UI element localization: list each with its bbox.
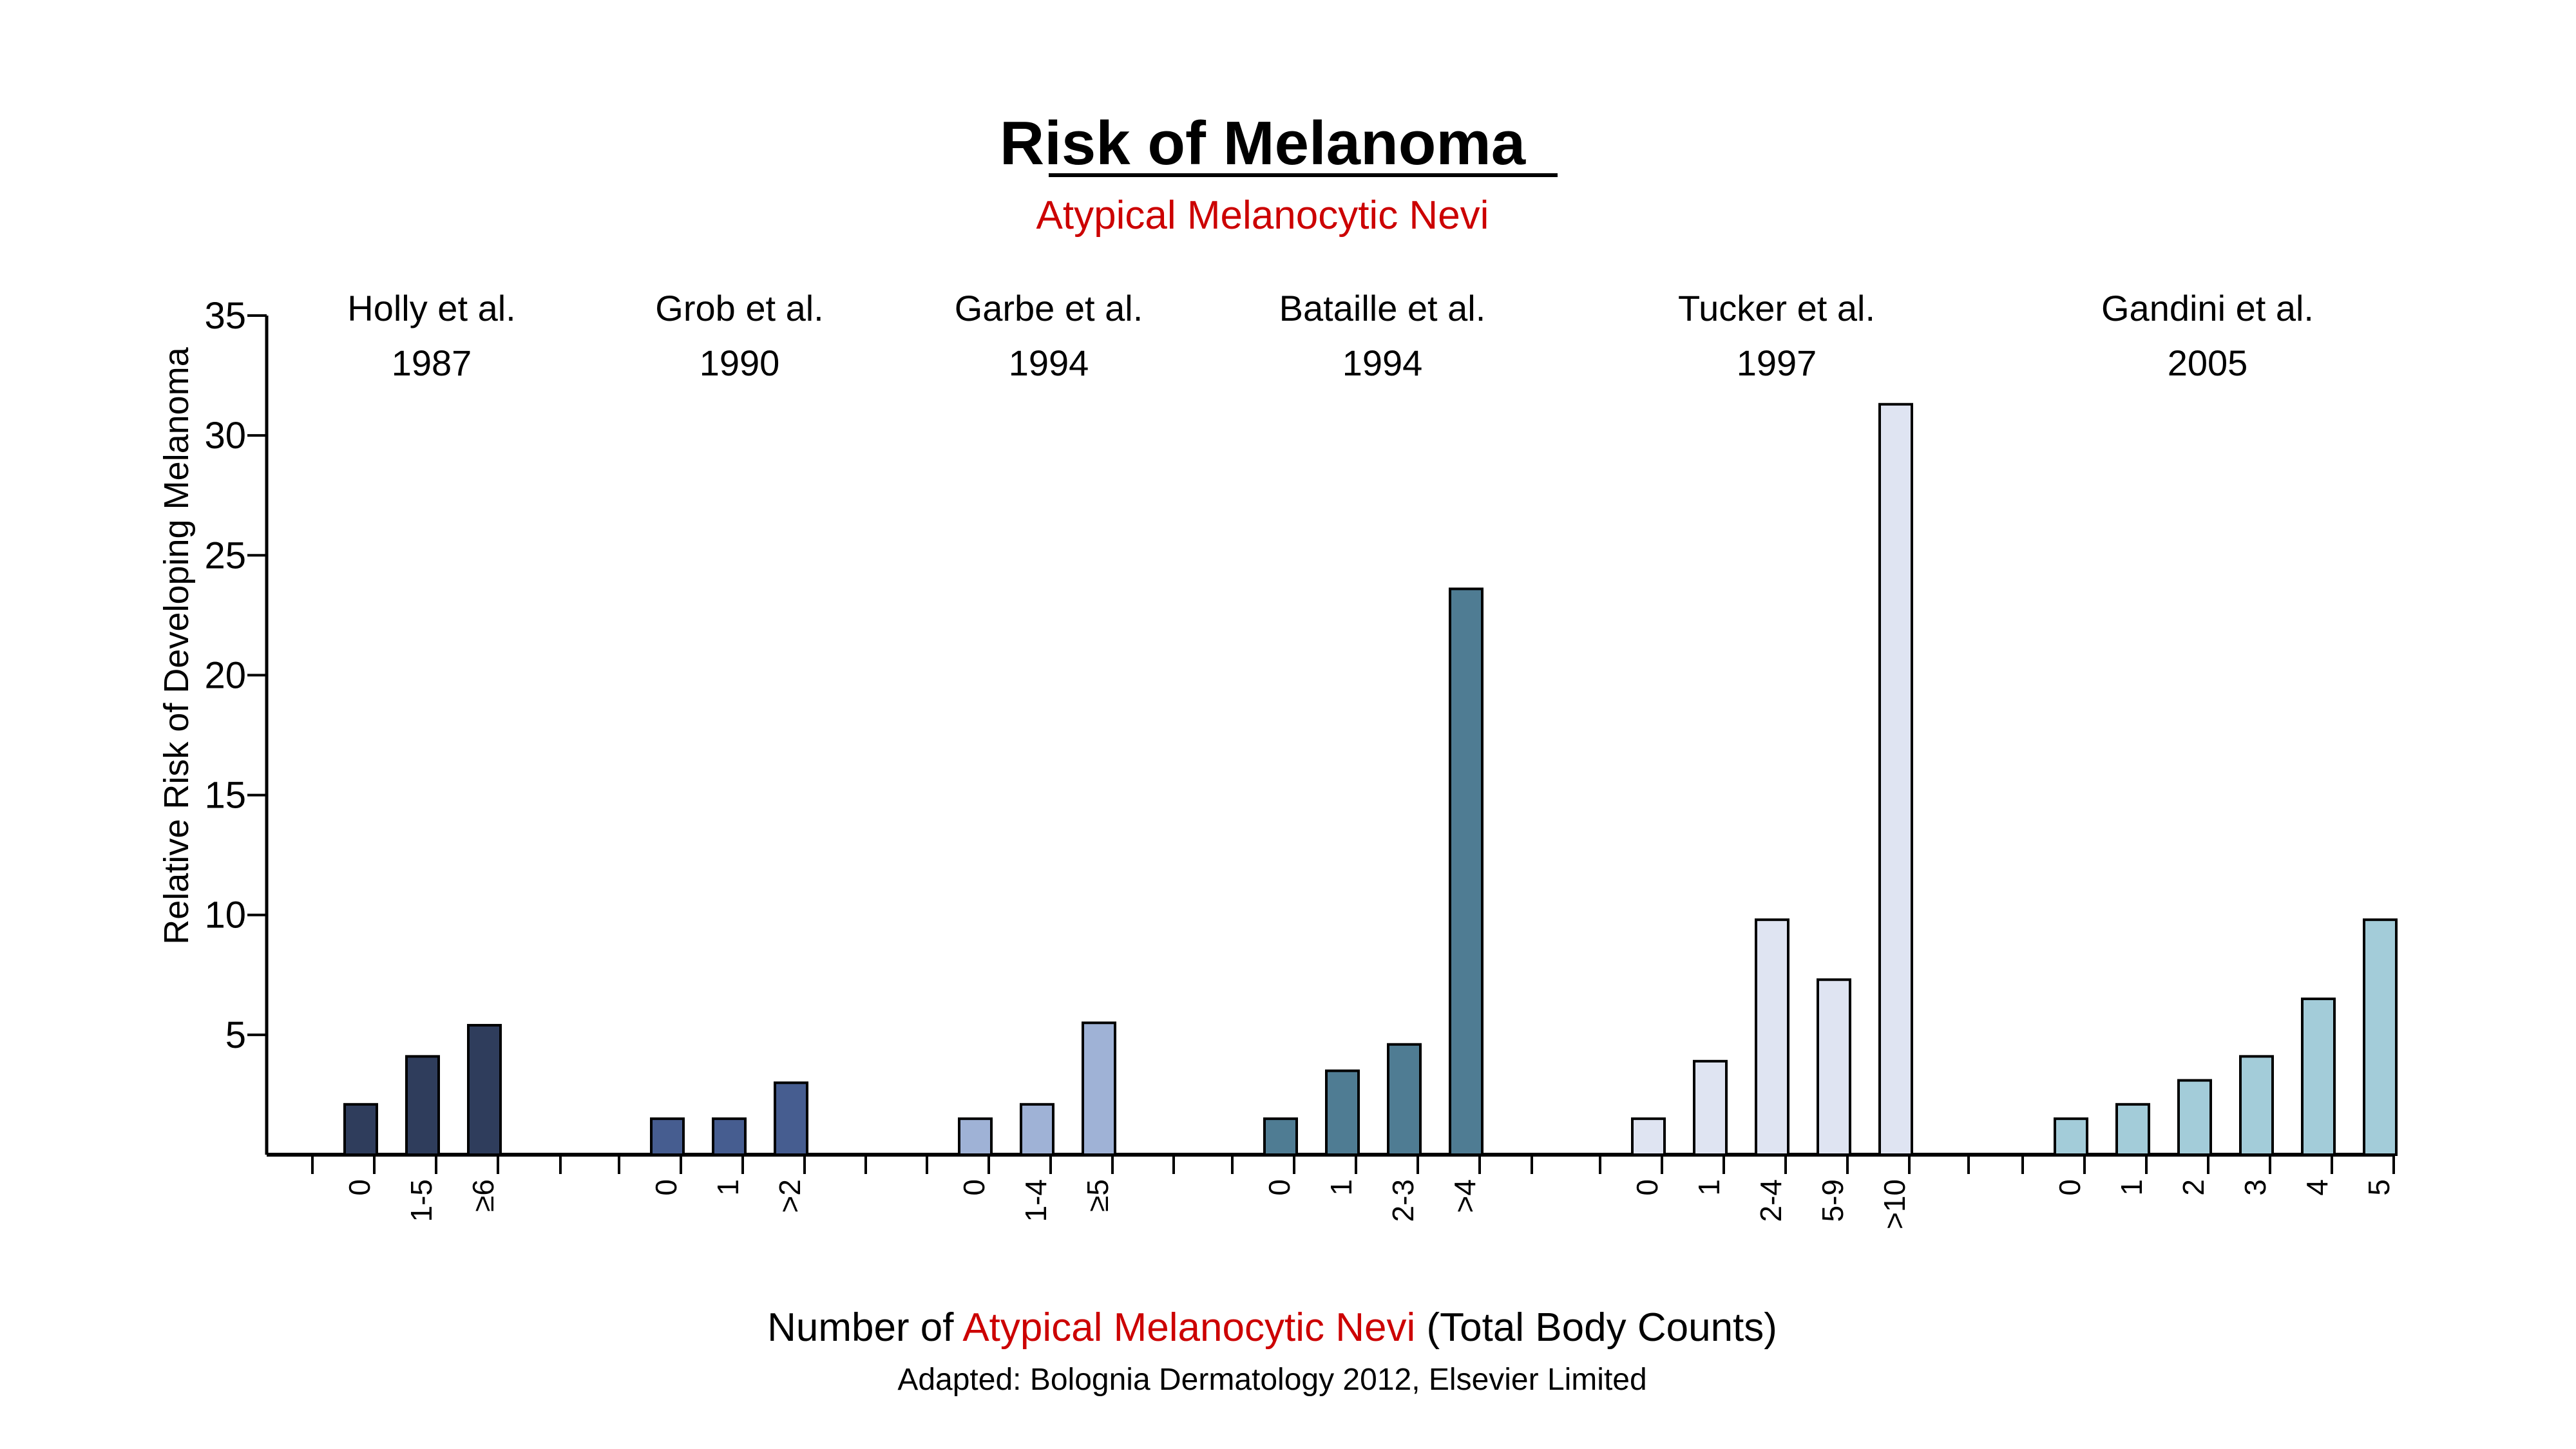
y-tick-label: 25 [204,535,246,576]
x-category-label: 2 [2177,1179,2210,1196]
bar [467,1023,502,1156]
x-category-label: 1-4 [1019,1179,1053,1222]
x-category-label: 1 [1692,1179,1726,1196]
bar [1082,1021,1116,1156]
bar [650,1117,685,1156]
study-name-label: Gandini et al. [2101,288,2314,328]
x-category-label: 0 [343,1179,376,1196]
x-category-label: 2-3 [1386,1179,1420,1222]
x-category-label: >10 [1878,1179,1911,1229]
study-name-label: Garbe et al. [955,288,1143,328]
x-category-label: 4 [2300,1179,2334,1196]
y-tick-label: 30 [204,415,246,457]
bar [1020,1103,1054,1156]
x-category-label: 0 [1263,1179,1296,1196]
study-name-label: Tucker et al. [1678,288,1875,328]
study-name-label: Holly et al. [347,288,515,328]
study-year-label: 1987 [392,343,472,383]
study-year-label: 1994 [1009,343,1089,383]
x-category-label: 1 [2115,1179,2148,1196]
y-tick-label: 15 [204,775,246,817]
x-category-label: 1-5 [405,1179,438,1222]
bar [1693,1059,1728,1157]
bar [2239,1055,2274,1157]
study-name-label: Grob et al. [655,288,823,328]
bar [2115,1103,2150,1156]
x-category-label: 0 [957,1179,991,1196]
x-axis-label-part1: Number of [767,1305,962,1350]
bar [2363,918,2398,1157]
study-year-label: 1994 [1342,343,1423,383]
bar [2177,1079,2212,1156]
bar [1817,978,1851,1157]
x-axis-label-part3: (Total Body Counts) [1415,1305,1777,1350]
x-category-label: 1 [1324,1179,1358,1196]
bar [774,1081,808,1157]
source-note: Adapted: Bolognia Dermatology 2012, Else… [897,1363,1646,1397]
bar [343,1103,378,1156]
bar [1449,587,1484,1156]
x-axis-label: Number of Atypical Melanocytic Nevi (Tot… [767,1305,1777,1350]
x-category-label: 0 [2053,1179,2086,1196]
bar [2054,1117,2088,1156]
y-tick-label: 10 [204,895,246,936]
x-category-label: >2 [773,1179,806,1213]
bar [405,1055,440,1157]
x-category-label: >4 [1448,1179,1482,1213]
x-category-label: 2-4 [1754,1179,1788,1222]
x-category-label: 0 [649,1179,683,1196]
bar [1263,1117,1298,1156]
study-year-label: 2005 [2168,343,2248,383]
study-year-label: 1990 [700,343,780,383]
y-tick-label: 20 [204,654,246,696]
bar [1631,1117,1666,1156]
x-category-label: ≥6 [466,1179,500,1212]
chart-title: Risk of Melanoma [1000,109,1526,178]
x-category-label: 3 [2238,1179,2272,1196]
x-category-label: 5-9 [1816,1179,1849,1222]
chart-subtitle: Atypical Melanocytic Nevi [1036,193,1489,238]
bar [958,1117,993,1156]
x-category-label: 0 [1630,1179,1664,1196]
x-axis-label-highlight: Atypical Melanocytic Nevi [962,1305,1415,1350]
bar [1878,402,1913,1156]
bar [1755,918,1789,1157]
x-category-label: 5 [2362,1179,2396,1196]
bar [2301,998,2336,1156]
bar [1387,1043,1422,1156]
study-year-label: 1997 [1737,343,1817,383]
y-tick-label: 35 [204,295,246,337]
bar [1325,1069,1360,1156]
x-category-label: ≥5 [1081,1179,1114,1212]
study-name-label: Bataille et al. [1279,288,1486,328]
y-tick-label: 5 [225,1014,246,1056]
x-category-label: 1 [711,1179,745,1196]
y-axis-label: Relative Risk of Developing Melanoma [157,346,196,944]
bar [712,1117,747,1156]
